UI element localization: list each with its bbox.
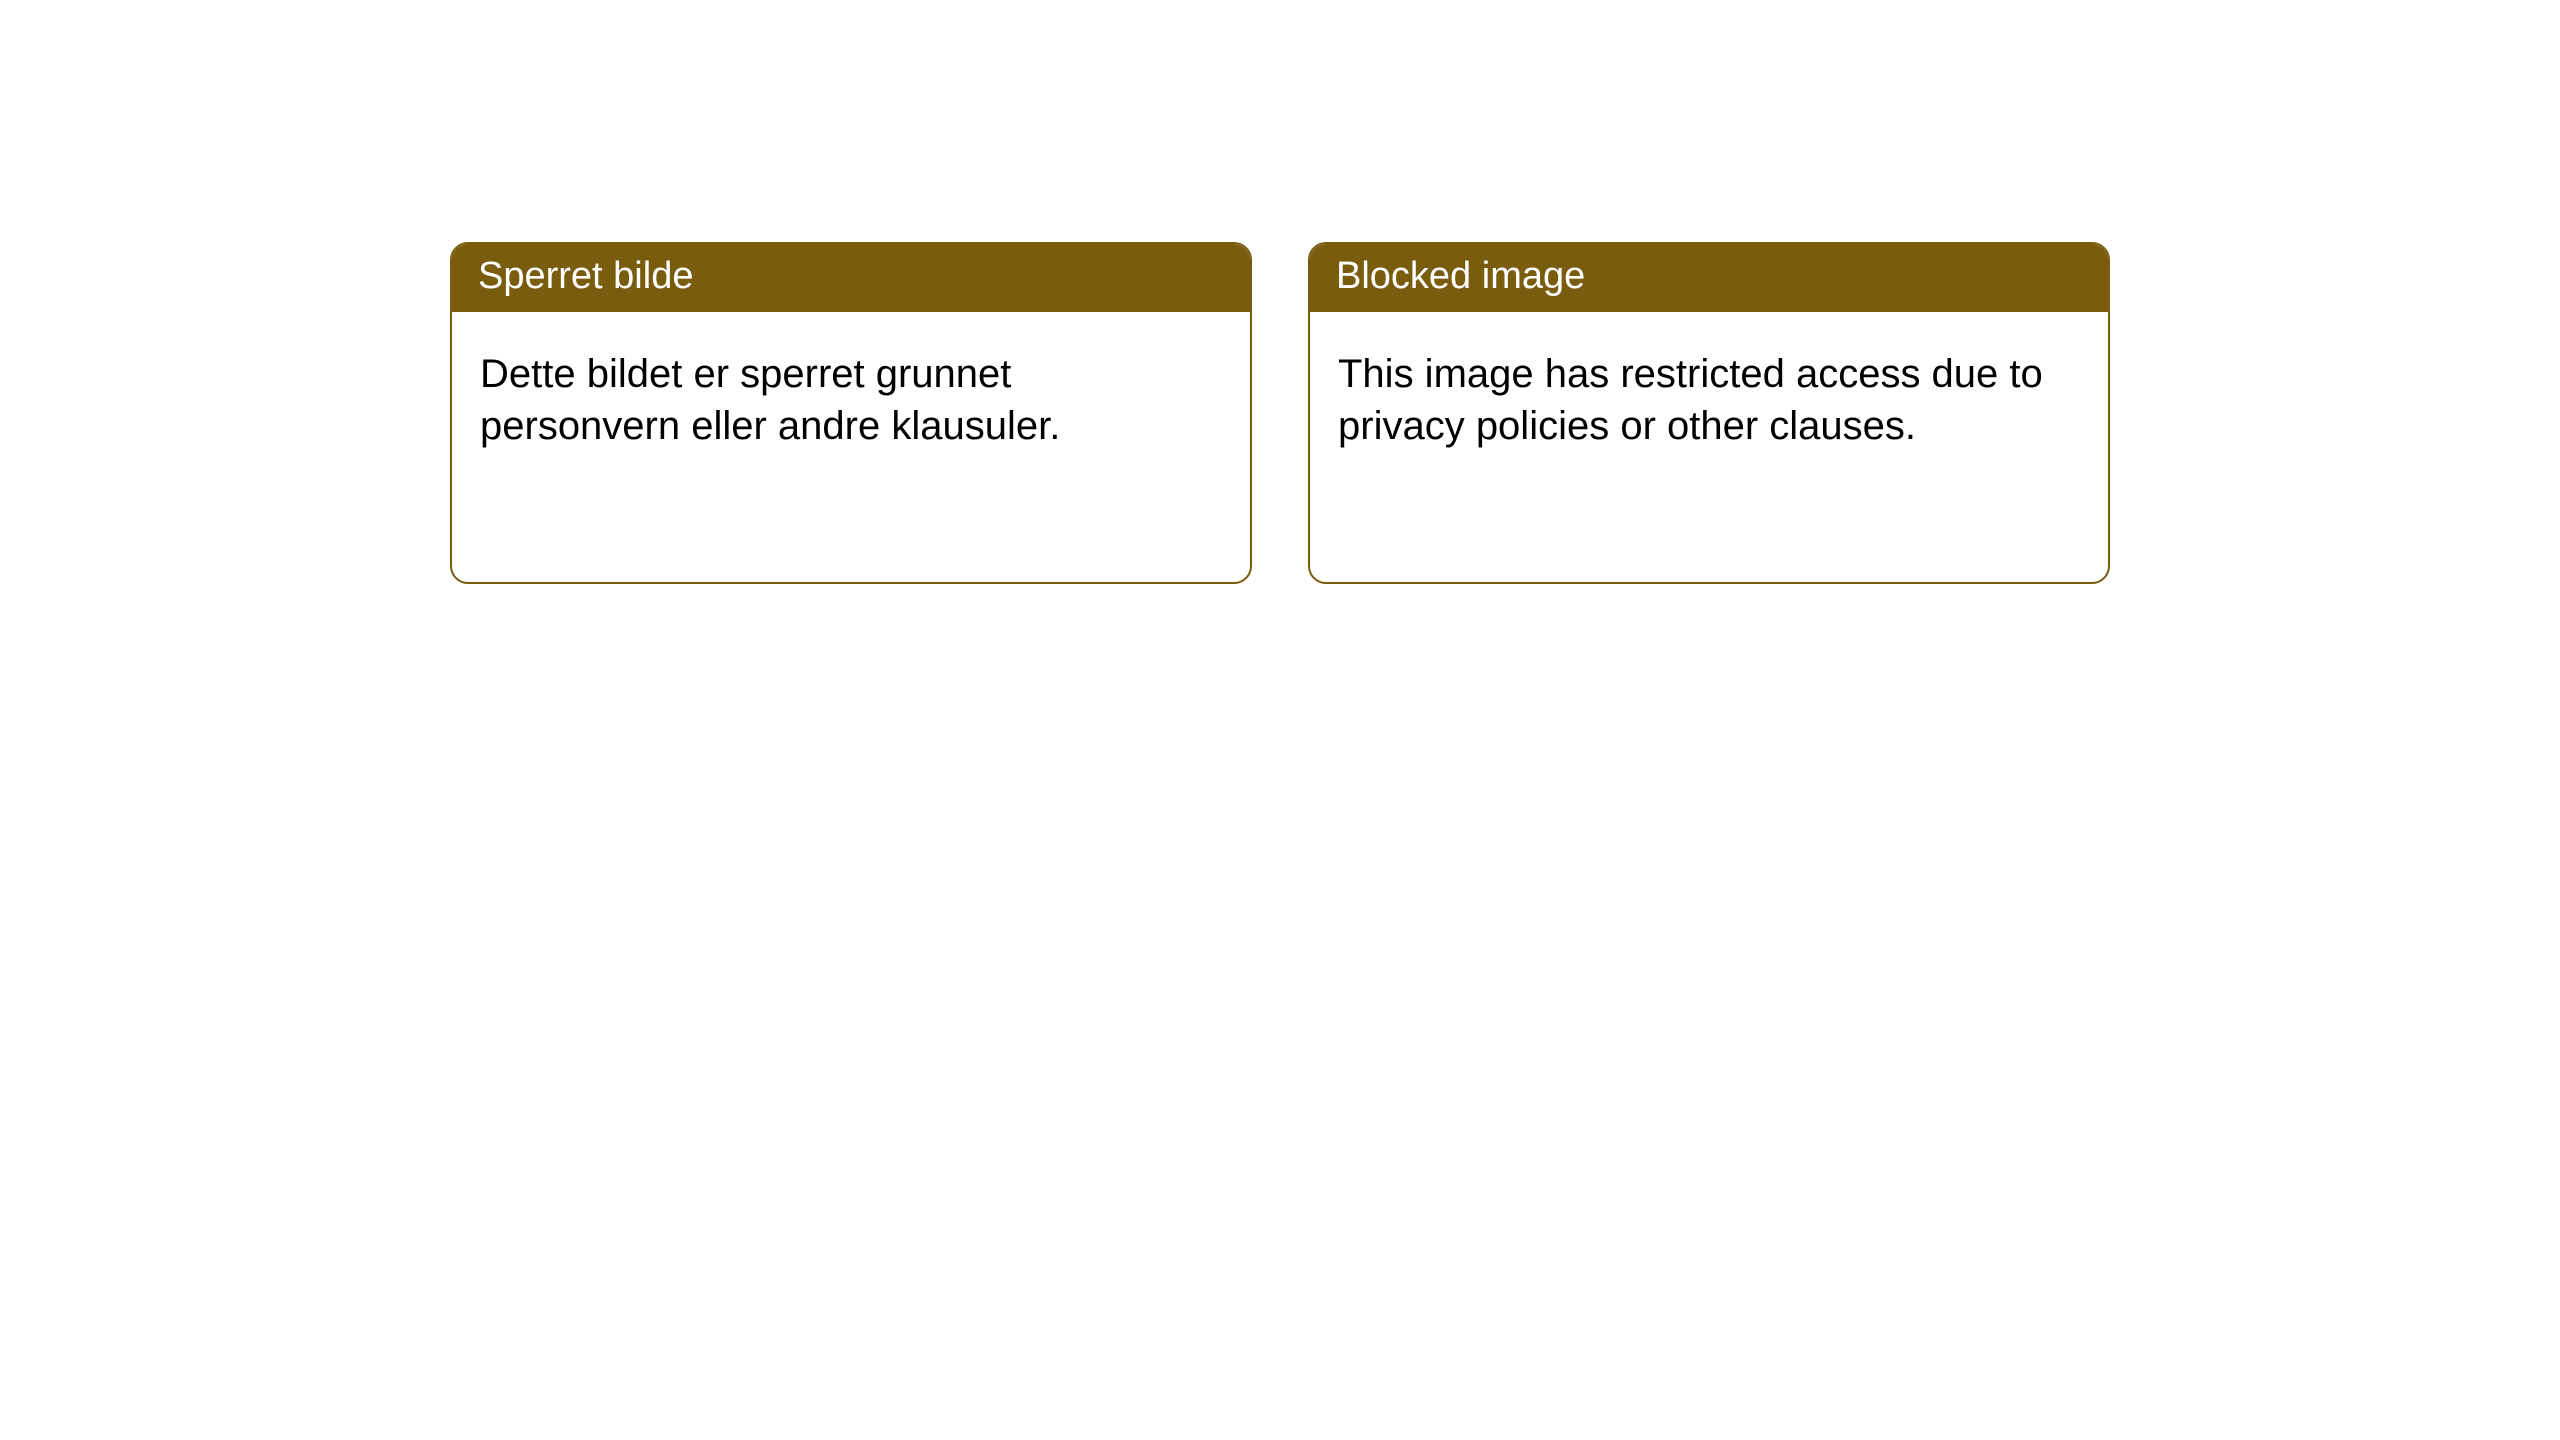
notice-card-norwegian: Sperret bilde Dette bildet er sperret gr… xyxy=(450,242,1252,584)
notice-body: Dette bildet er sperret grunnet personve… xyxy=(452,312,1250,582)
notice-card-english: Blocked image This image has restricted … xyxy=(1308,242,2110,584)
notice-header: Blocked image xyxy=(1310,244,2108,312)
notice-body: This image has restricted access due to … xyxy=(1310,312,2108,582)
notice-container: Sperret bilde Dette bildet er sperret gr… xyxy=(0,0,2560,584)
notice-header: Sperret bilde xyxy=(452,244,1250,312)
